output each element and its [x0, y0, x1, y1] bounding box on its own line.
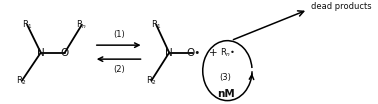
- Text: O•: O•: [186, 48, 200, 58]
- Text: (3): (3): [220, 73, 232, 82]
- Text: nM: nM: [217, 89, 235, 99]
- Text: R$_n$: R$_n$: [76, 18, 87, 31]
- Text: N: N: [165, 48, 173, 58]
- Text: +: +: [209, 48, 218, 58]
- Text: (2): (2): [113, 65, 125, 74]
- Text: R$_n$•: R$_n$•: [220, 46, 235, 59]
- Text: R$_1$: R$_1$: [22, 18, 33, 31]
- Text: O: O: [60, 48, 69, 58]
- Text: (1): (1): [113, 30, 125, 39]
- Text: R$_1$: R$_1$: [151, 18, 162, 31]
- Text: R$_2$: R$_2$: [146, 74, 157, 87]
- Text: N: N: [37, 48, 45, 58]
- Text: R$_2$: R$_2$: [16, 74, 28, 87]
- Text: dead products: dead products: [311, 2, 372, 11]
